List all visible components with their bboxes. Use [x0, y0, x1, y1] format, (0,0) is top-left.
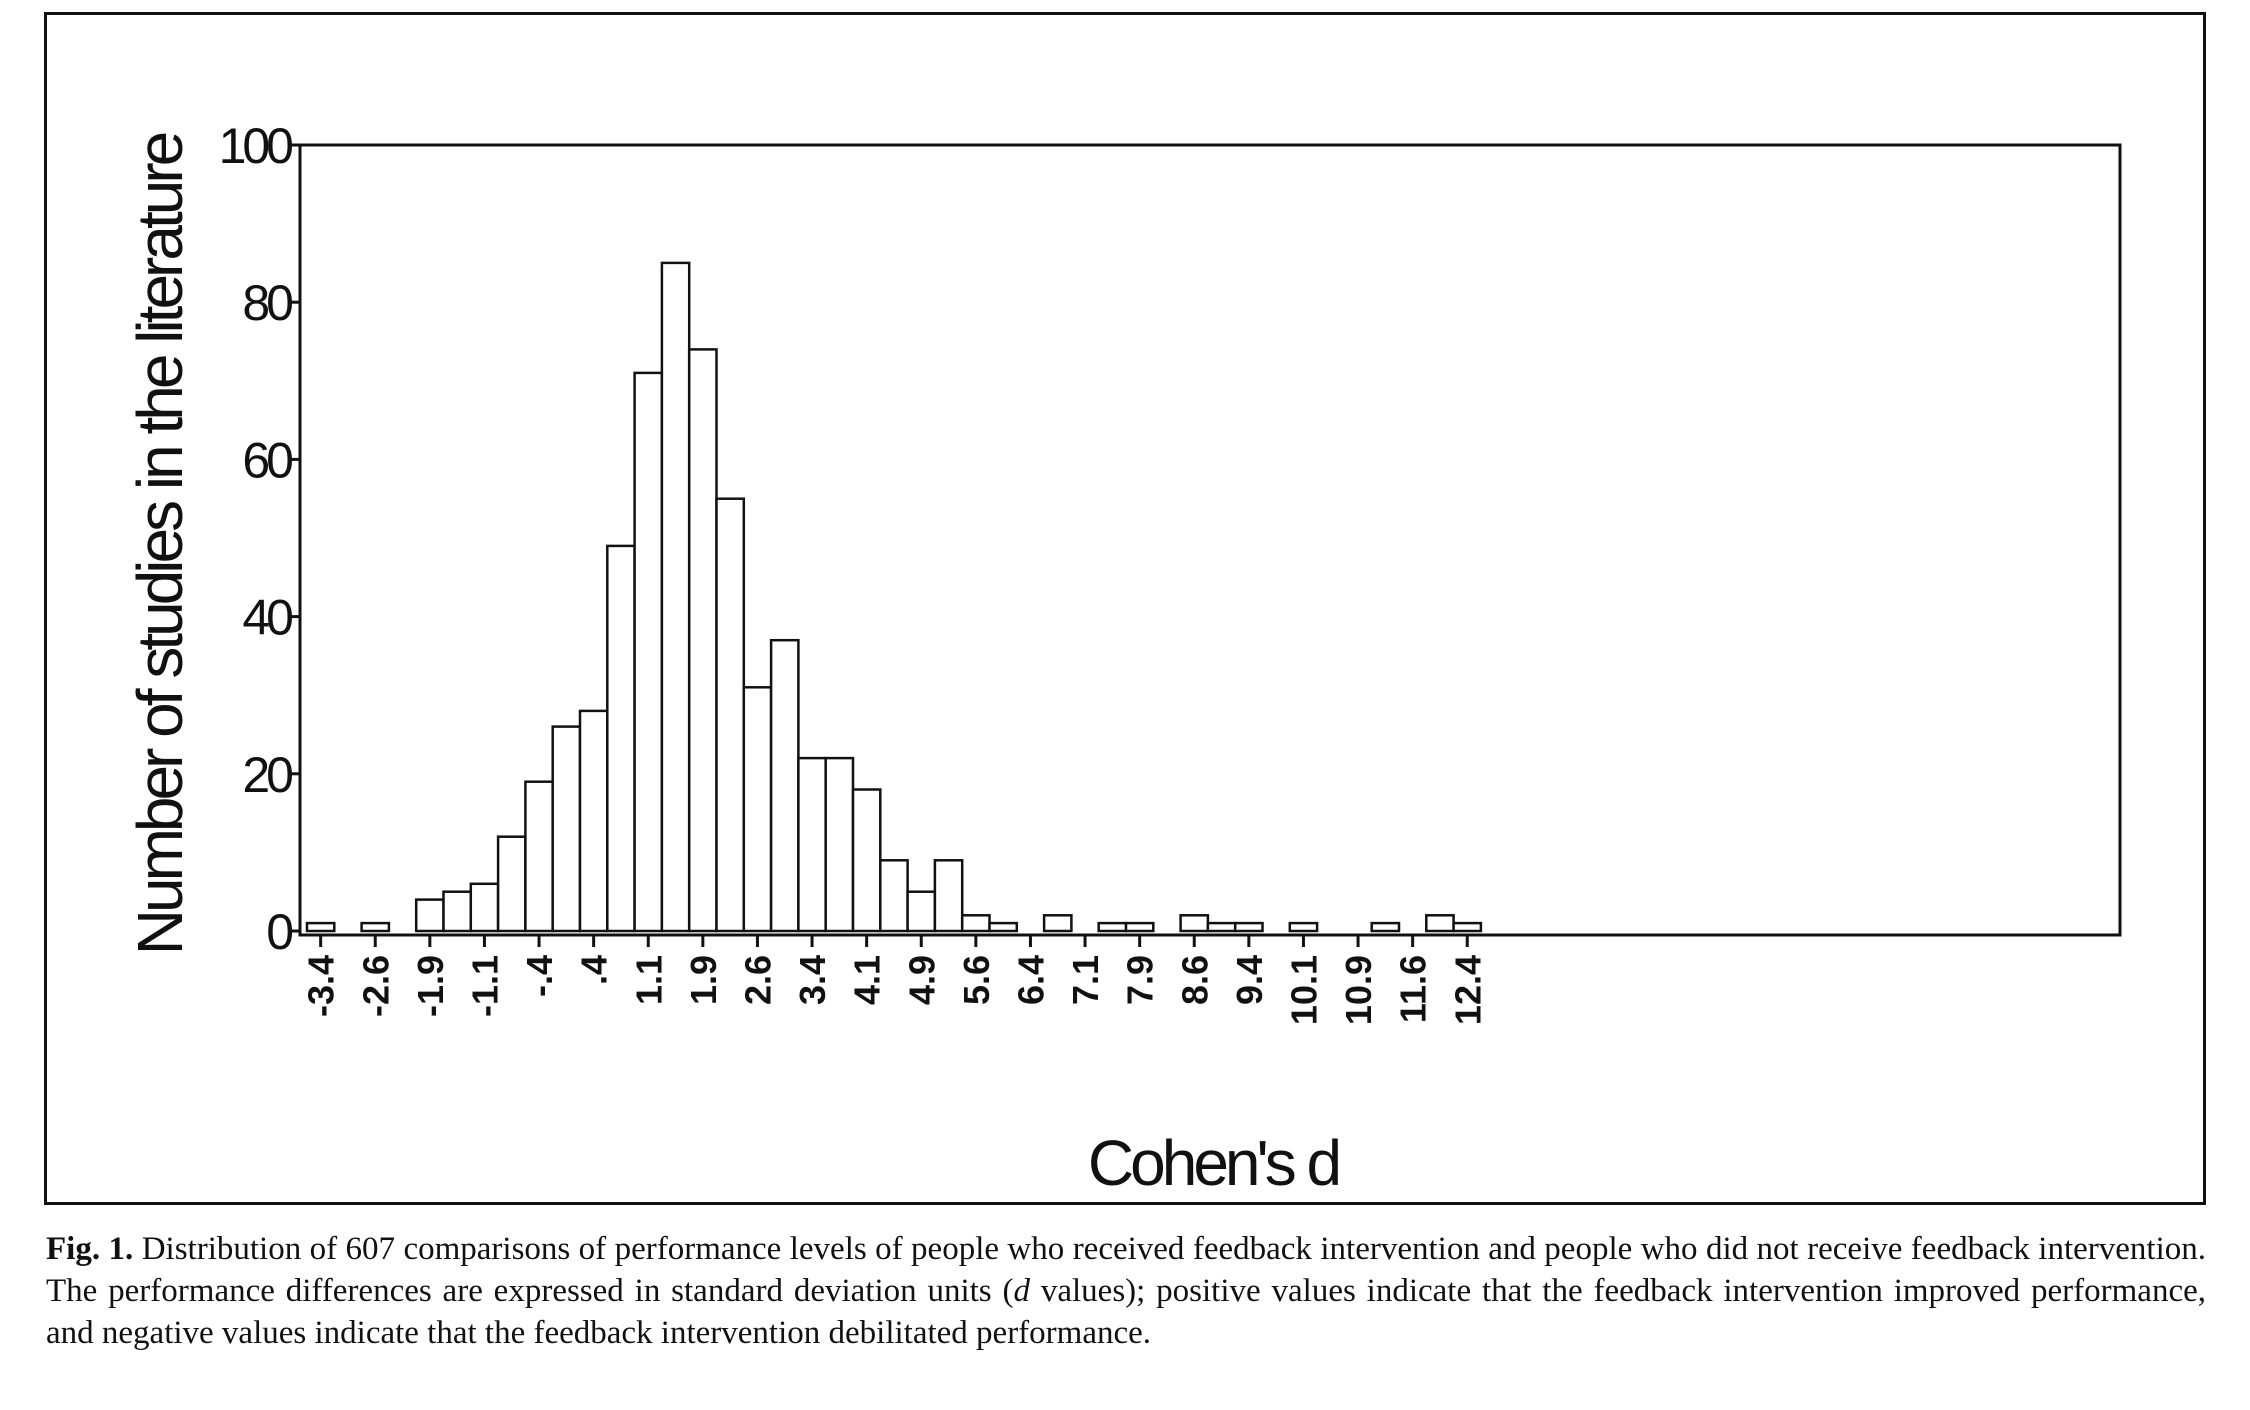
y-axis-label: Number of studies in the literature [124, 133, 196, 955]
x-tick-label: 4.9 [901, 955, 942, 1005]
histogram-bar [1425, 914, 1455, 933]
histogram-bar [414, 898, 445, 933]
x-tick-label: .4 [574, 955, 615, 985]
figure-caption: Fig. 1. Distribution of 607 comparisons … [46, 1228, 2206, 1354]
x-tick-label: 3.4 [792, 955, 833, 1005]
histogram-bar [633, 371, 664, 933]
histogram-bar [305, 921, 336, 933]
x-axis: -3.4 -2.6 -1.9 -1.1 -.4 .4 1.1 1.9 2.6 3.4 4.1 4.9 5… [301, 935, 1488, 1025]
y-tick-label: 60 [242, 432, 292, 488]
x-tick-label: 10.1 [1284, 955, 1325, 1025]
histogram-bar [551, 725, 582, 933]
figure-frame [44, 12, 2206, 1205]
x-tick-label: 1.9 [683, 955, 724, 1005]
histogram-bar [1042, 914, 1073, 933]
histogram-bar [797, 756, 827, 933]
histogram-bar [360, 921, 391, 933]
x-axis-label: Cohen's d [1088, 1127, 1339, 1199]
bars-layer [305, 261, 1483, 933]
x-tick-label: -2.6 [355, 955, 396, 1017]
histogram-bar [715, 497, 746, 933]
x-tick-label: -3.4 [301, 955, 342, 1017]
caption-d-symbol: d [1013, 1273, 1031, 1309]
x-tick-label: 7.1 [1065, 955, 1106, 1005]
histogram-bar [578, 709, 609, 933]
histogram-bar [851, 788, 882, 933]
histogram-bar [960, 914, 991, 933]
x-tick-label: 4.1 [847, 955, 888, 1005]
histogram-bar [660, 261, 691, 933]
histogram-bar [1179, 914, 1210, 933]
histogram-bar [1452, 921, 1483, 933]
histogram-bar [906, 890, 937, 933]
histogram-bar [1370, 921, 1401, 933]
histogram-bar [988, 921, 1019, 933]
y-tick-label: 0 [266, 904, 292, 960]
histogram-bar [824, 756, 855, 933]
histogram-bar [496, 835, 527, 933]
caption-label: Fig. 1. [46, 1231, 134, 1267]
histogram-bar [606, 544, 636, 933]
x-tick-label: 10.9 [1338, 955, 1379, 1025]
histogram-bar [879, 859, 909, 933]
y-tick-label: 100 [219, 118, 293, 174]
y-tick-label: 20 [242, 747, 292, 803]
histogram-chart: 0 20 40 60 80 100 -3.4 -2.6 -1.9 -1.1 -.4 .4 1.1 1.9… [124, 118, 2122, 1199]
histogram-bar [1206, 921, 1237, 933]
x-tick-label: -1.9 [410, 955, 451, 1017]
x-tick-label: 6.4 [1011, 955, 1052, 1005]
x-tick-label: 11.6 [1393, 955, 1434, 1023]
x-tick-label: 2.6 [737, 955, 778, 1005]
histogram-bar [1288, 921, 1319, 933]
histogram-bar [933, 859, 964, 933]
histogram-bar [524, 780, 554, 933]
y-axis: 0 20 40 60 80 100 [219, 118, 300, 960]
x-tick-label: -.4 [519, 955, 560, 997]
x-tick-label: 9.4 [1229, 955, 1270, 1005]
histogram-bar [687, 348, 718, 933]
x-tick-label: 8.6 [1174, 955, 1215, 1005]
x-tick-label: -1.1 [464, 955, 505, 1017]
plot-area-frame [298, 143, 2122, 937]
histogram-bar [442, 890, 473, 933]
histogram-bar [469, 882, 500, 933]
x-tick-label: 5.6 [956, 955, 997, 1005]
histogram-bar [1097, 921, 1128, 933]
histogram-bar [769, 638, 800, 933]
histogram-bar [742, 686, 773, 933]
caption-text-2: values); positive values indicate that t… [46, 1273, 2207, 1351]
x-tick-label: 7.9 [1120, 955, 1161, 1005]
y-tick-label: 40 [242, 590, 292, 646]
histogram-bar [1233, 921, 1264, 933]
x-tick-label: 1.1 [628, 955, 669, 1005]
x-tick-label: 12.4 [1447, 955, 1488, 1025]
caption-text-1: Distribution of 607 comparisons of perfo… [46, 1231, 2207, 1309]
y-tick-label: 80 [242, 275, 292, 331]
histogram-bar [1124, 921, 1155, 933]
